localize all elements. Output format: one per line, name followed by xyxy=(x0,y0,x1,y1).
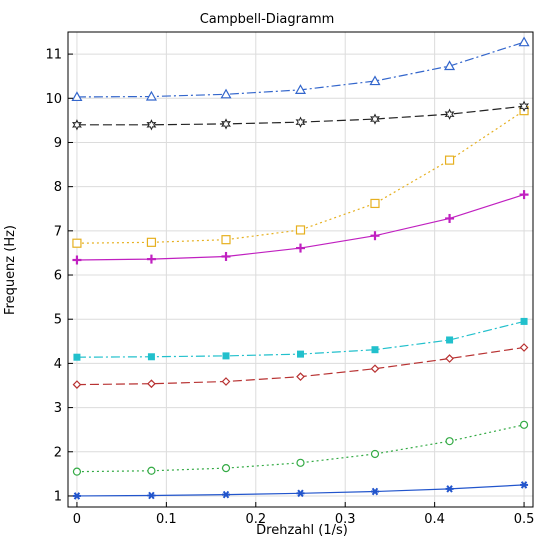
data-point xyxy=(145,90,157,101)
data-point xyxy=(147,379,156,389)
data-point xyxy=(147,353,155,361)
x-axis-label: Drehzahl (1/s) xyxy=(256,523,348,538)
data-point xyxy=(148,491,155,500)
data-point xyxy=(220,88,232,99)
data-point xyxy=(146,237,157,247)
data-point xyxy=(444,108,455,120)
data-point xyxy=(369,75,381,86)
data-point xyxy=(370,364,380,374)
data-point xyxy=(221,377,231,386)
series-7 xyxy=(72,100,529,131)
data-point xyxy=(519,343,529,352)
data-point xyxy=(296,458,305,467)
x-tick-label: 0.1 xyxy=(156,512,177,527)
data-point xyxy=(371,487,379,496)
series-8 xyxy=(71,36,530,102)
data-point xyxy=(146,119,157,131)
data-point xyxy=(294,84,307,94)
y-tick-label: 3 xyxy=(54,401,62,416)
data-point xyxy=(519,420,529,429)
data-point xyxy=(370,449,380,459)
data-point xyxy=(147,466,156,475)
data-point xyxy=(297,489,304,498)
data-point xyxy=(222,352,230,360)
grid-layer xyxy=(68,32,533,507)
chart-title: Campbell-Diagramm xyxy=(200,12,335,27)
y-tick-label: 1 xyxy=(54,489,62,504)
data-point xyxy=(518,36,530,47)
y-tick-label: 4 xyxy=(54,357,62,372)
data-point xyxy=(446,336,454,344)
data-point xyxy=(519,100,529,112)
data-point xyxy=(444,60,456,71)
series-1 xyxy=(72,481,529,500)
y-tick-label: 8 xyxy=(54,180,62,195)
y-tick-label: 6 xyxy=(54,269,62,284)
x-tick-label: 0.2 xyxy=(245,512,266,527)
data-point xyxy=(72,238,82,248)
y-tick-label: 2 xyxy=(54,445,62,460)
series-line xyxy=(76,110,525,244)
data-point xyxy=(371,346,379,354)
data-point xyxy=(295,116,306,128)
data-point xyxy=(72,467,82,476)
data-point xyxy=(71,91,83,102)
data-point xyxy=(72,119,82,131)
y-tick-label: 10 xyxy=(45,92,62,107)
data-point xyxy=(73,492,81,500)
series-5 xyxy=(72,190,529,265)
data-point xyxy=(445,354,454,363)
x-tick-label: 0.4 xyxy=(424,512,445,527)
series-4 xyxy=(73,317,528,361)
y-axis-label: Frequenz (Hz) xyxy=(3,225,18,315)
plot-frame xyxy=(67,31,534,508)
data-point xyxy=(444,155,455,165)
data-point xyxy=(297,350,304,358)
tick-layer: 0 0.1 0.2 0.3 0.4 0.5 1 2 3 4 5 6 7 8 9 10 11 xyxy=(45,48,534,527)
data-point xyxy=(520,481,528,489)
data-point xyxy=(222,490,230,499)
data-point xyxy=(221,118,231,130)
data-point xyxy=(520,317,528,325)
x-tick-label: 0.3 xyxy=(335,512,356,527)
data-point xyxy=(445,437,454,446)
data-point xyxy=(370,113,380,125)
y-tick-label: 11 xyxy=(45,48,62,63)
series-3 xyxy=(72,343,529,389)
data-point xyxy=(296,372,305,381)
data-point xyxy=(221,235,231,245)
x-tick-label: 0 xyxy=(73,512,81,527)
y-tick-label: 9 xyxy=(54,136,62,151)
series-layer xyxy=(71,36,530,500)
data-point xyxy=(73,353,81,361)
data-point xyxy=(446,485,453,493)
series-2 xyxy=(72,420,529,476)
data-point xyxy=(295,225,306,235)
data-point xyxy=(370,198,380,209)
y-tick-label: 7 xyxy=(54,224,62,239)
data-point xyxy=(221,464,231,473)
x-tick-label: 0.5 xyxy=(514,512,535,527)
data-point xyxy=(72,380,82,389)
y-tick-label: 5 xyxy=(54,313,62,328)
